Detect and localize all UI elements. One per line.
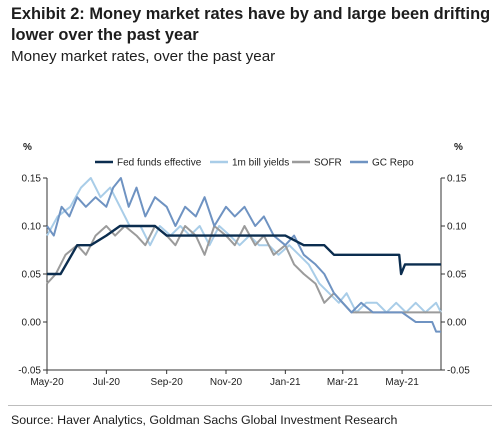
x-tick-label: May-20 (30, 377, 64, 388)
y-tick-label-right: -0.05 (447, 366, 470, 377)
y-tick-label-right: 0.15 (447, 174, 467, 185)
y-tick-label-right: 0.10 (447, 222, 467, 233)
legend-label: Fed funds effective (117, 158, 202, 169)
x-tick-label: Jul-20 (93, 377, 121, 388)
legend-label: SOFR (314, 158, 342, 169)
y-tick-label-left: 0.05 (22, 270, 42, 281)
footer-divider (8, 405, 492, 406)
y-tick-label-left: 0.10 (22, 222, 42, 233)
x-tick-label: Jan-21 (270, 377, 301, 388)
y-tick-label-right: 0.05 (447, 270, 467, 281)
y-unit-left: % (23, 142, 32, 153)
series-line-fed-funds-effective (47, 224, 441, 276)
y-tick-label-left: 0.15 (22, 174, 42, 185)
x-tick-label: May-21 (385, 377, 419, 388)
legend-label: GC Repo (372, 158, 414, 169)
y-tick-label-right: 0.00 (447, 318, 467, 329)
legend-label: 1m bill yields (232, 158, 289, 169)
series-line-gc-repo (46, 177, 441, 333)
source-note: Source: Haver Analytics, Goldman Sachs G… (11, 413, 398, 427)
chart-title: Exhibit 2: Money market rates have by an… (11, 5, 491, 44)
x-tick-label: Mar-21 (327, 377, 359, 388)
y-tick-label-left: -0.05 (18, 366, 41, 377)
series-line-1m-bill-yields (46, 177, 442, 314)
series-line-sofr (46, 225, 441, 314)
x-tick-label: Sep-20 (151, 377, 184, 388)
y-tick-label-left: 0.00 (22, 318, 42, 329)
y-unit-right: % (454, 142, 463, 153)
chart-subtitle: Money market rates, over the past year (11, 48, 276, 65)
x-tick-label: Nov-20 (210, 377, 243, 388)
chart-legend: Fed funds effective 1m bill yields SOFR GC … (95, 158, 414, 169)
chart-axes: % % 0.15 0.15 0.10 0.10 0.05 0.05 0.00 0.00 -0.05 -… (18, 142, 470, 388)
chart-series (46, 177, 442, 333)
